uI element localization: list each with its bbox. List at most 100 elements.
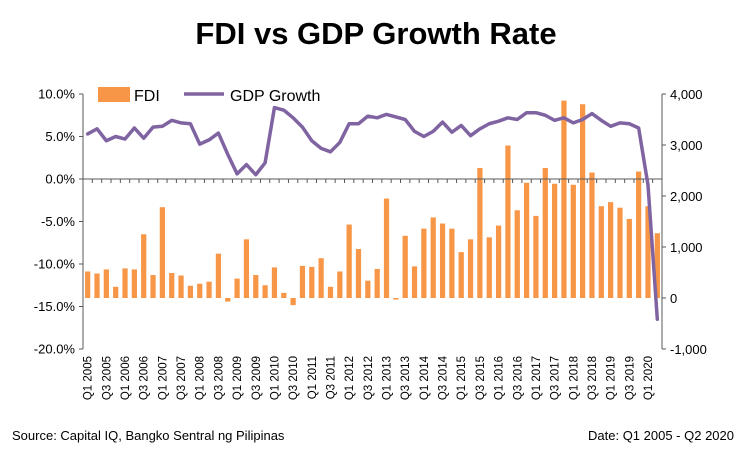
fdi-bar — [608, 202, 614, 298]
legend-gdp-label: GDP Growth — [230, 88, 320, 105]
right-tick-label: 0 — [670, 291, 677, 306]
right-axis-ticks: 4,000 3,000 2,000 1,000 0 -1,000 — [662, 87, 707, 357]
left-tick-label: -5.0% — [41, 214, 75, 229]
fdi-bar — [131, 269, 137, 298]
date-range-note: Date: Q1 2005 - Q2 2020 — [588, 428, 734, 443]
fdi-bar — [215, 253, 222, 298]
gdp-growth-line-path — [85, 105, 660, 321]
right-tick-label: 2,000 — [670, 189, 703, 204]
x-tick-label: Q1 2016 — [494, 356, 506, 400]
fdi-bar — [122, 268, 128, 298]
x-tick-label: Q3 2010 — [288, 356, 300, 400]
fdi-bar — [598, 206, 604, 298]
fdi-bar — [486, 237, 492, 298]
fdi-bar — [439, 223, 446, 298]
x-tick-label: Q1 2012 — [344, 356, 356, 400]
fdi-bar — [355, 249, 362, 298]
fdi-bar — [449, 228, 455, 298]
chart-title: FDI vs GDP Growth Rate — [195, 16, 557, 51]
fdi-bar — [551, 183, 558, 298]
fdi-bar — [253, 275, 259, 298]
left-tick-label: -20.0% — [34, 342, 76, 357]
x-tick-label: Q1 2018 — [568, 356, 580, 400]
fdi-bar — [327, 286, 334, 298]
fdi-bar — [617, 207, 623, 298]
x-tick-label: Q1 2013 — [382, 356, 394, 400]
fdi-bar — [159, 207, 165, 298]
x-tick-label: Q3 2019 — [624, 356, 636, 400]
legend: FDI GDP Growth — [98, 87, 320, 105]
x-tick-label: Q1 2010 — [269, 356, 281, 400]
legend-fdi-swatch — [98, 87, 130, 102]
fdi-bars — [85, 100, 660, 306]
fdi-bar — [533, 215, 539, 298]
fdi-bar — [346, 224, 352, 298]
left-tick-label: 10.0% — [38, 87, 75, 102]
fdi-bar — [169, 273, 175, 298]
x-tick-label: Q3 2011 — [325, 356, 337, 399]
fdi-bar — [309, 266, 315, 298]
fdi-bar — [523, 182, 530, 298]
fdi-bar — [514, 210, 520, 298]
legend-fdi-label: FDI — [134, 88, 160, 105]
fdi-bar — [467, 239, 474, 298]
fdi-bar — [626, 218, 632, 298]
fdi-bar — [421, 228, 427, 298]
fdi-bar — [337, 271, 343, 298]
source-note: Source: Capital IQ, Bangko Sentral ng Pi… — [12, 428, 285, 443]
fdi-bar — [477, 167, 483, 298]
fdi-bar — [430, 217, 436, 298]
fdi-bar — [262, 285, 268, 298]
fdi-bar — [589, 172, 595, 298]
x-tick-label: Q1 2020 — [643, 356, 655, 400]
fdi-bar — [141, 234, 147, 298]
fdi-bar — [542, 167, 548, 298]
x-tick-label: Q3 2018 — [587, 356, 599, 400]
fdi-bar — [383, 198, 390, 298]
fdi-bar — [365, 280, 371, 298]
left-tick-label: -10.0% — [34, 257, 76, 272]
left-tick-label: 5.0% — [45, 129, 75, 144]
fdi-bar — [281, 292, 287, 298]
left-tick-label: 0.0% — [45, 172, 75, 187]
x-tick-label: Q3 2008 — [213, 356, 225, 400]
right-tick-label: 3,000 — [670, 138, 703, 153]
fdi-bar — [561, 100, 567, 298]
gdp-growth-line — [85, 105, 660, 321]
fdi-bar — [636, 171, 642, 298]
fdi-bar — [187, 285, 194, 298]
x-tick-label: Q1 2017 — [531, 356, 543, 400]
x-tick-label: Q3 2007 — [176, 356, 188, 400]
fdi-bar — [103, 269, 109, 298]
x-tick-label: Q1 2015 — [456, 356, 468, 400]
x-tick-label: Q1 2008 — [195, 356, 207, 400]
x-tick-label: Q1 2009 — [232, 356, 244, 400]
fdi-bar — [234, 278, 240, 298]
fdi-bar — [645, 206, 651, 298]
fdi-bar — [580, 104, 586, 298]
fdi-bar — [458, 252, 464, 298]
x-tick-label: Q3 2013 — [400, 356, 412, 400]
fdi-bar — [570, 184, 576, 298]
fdi-bar — [402, 235, 408, 298]
fdi-bar — [150, 275, 156, 298]
right-tick-label: -1,000 — [670, 342, 707, 357]
x-tick-label: Q3 2012 — [363, 356, 375, 400]
right-tick-label: 1,000 — [670, 240, 703, 255]
x-tick-label: Q1 2005 — [83, 356, 95, 400]
left-axis-ticks: 10.0% 5.0% 0.0% -5.0% -10.0% -15.0% -20.0% — [34, 87, 83, 357]
x-axis-ticks: Q1 2005 Q3 2005 Q1 2006 Q3 2006 Q1 2007 Q3 20… — [83, 355, 655, 400]
fdi-bar — [411, 266, 418, 298]
fdi-bar — [318, 258, 324, 298]
x-tick-label: Q1 2006 — [120, 356, 132, 400]
fdi-bar — [243, 239, 250, 298]
fdi-bar — [197, 283, 203, 298]
fdi-bar — [654, 233, 660, 298]
x-tick-label: Q3 2009 — [251, 356, 263, 400]
x-tick-label: Q1 2019 — [606, 356, 618, 400]
fdi-bar — [290, 298, 296, 306]
fdi-bar — [206, 281, 212, 298]
fdi-bar — [85, 271, 91, 298]
fdi-bar — [495, 225, 502, 298]
